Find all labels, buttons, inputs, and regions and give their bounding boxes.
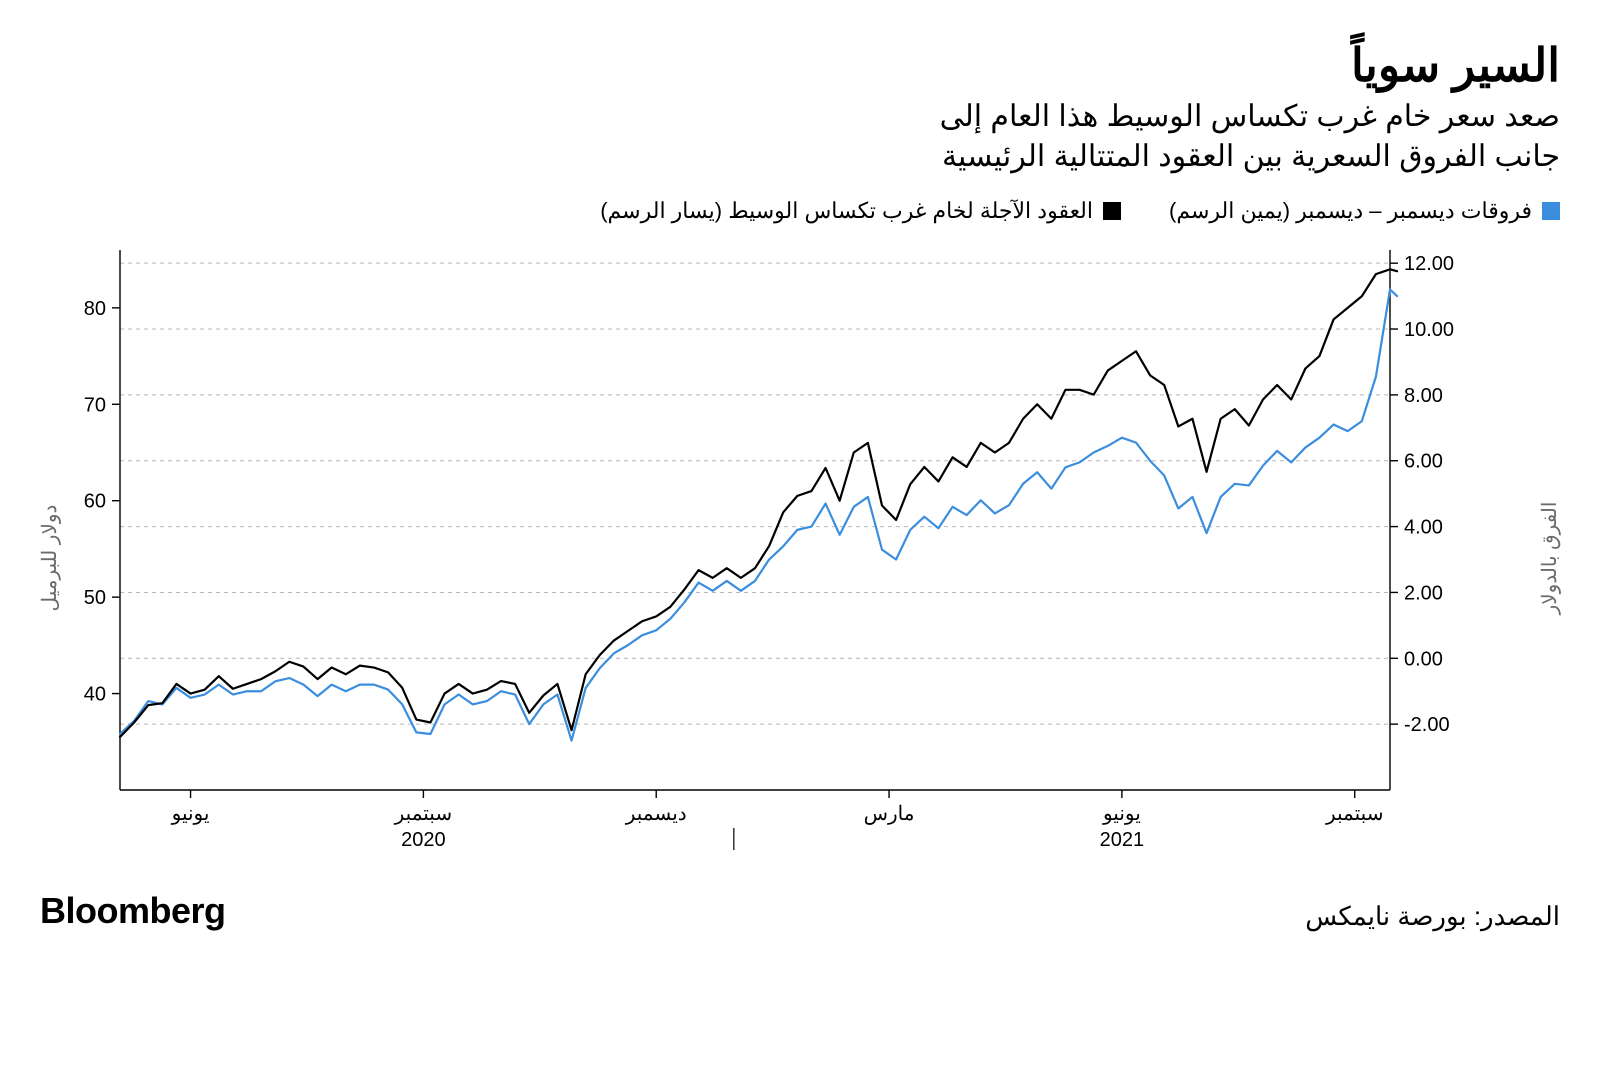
svg-text:6.00: 6.00 [1404,450,1443,472]
y-left-axis-title: دولار للبرميل [38,504,62,611]
legend-item-wti: العقود الآجلة لخام غرب تكساس الوسيط (يسا… [600,198,1121,224]
legend-swatch-spread [1542,202,1560,220]
svg-text:يونيو: يونيو [171,803,210,825]
svg-text:ديسمبر: ديسمبر [625,803,687,825]
svg-text:مارس: مارس [864,803,915,825]
y-right-axis-title: الفرق بالدولار [1538,501,1562,614]
svg-text:12.00: 12.00 [1404,253,1454,275]
legend-label-wti: العقود الآجلة لخام غرب تكساس الوسيط (يسا… [600,198,1093,224]
legend-item-spread: فروقات ديسمبر – ديسمبر (يمين الرسم) [1169,198,1560,224]
brand-label: Bloomberg [40,890,226,932]
svg-text:2020: 2020 [401,829,446,851]
chart-subtitle: صعد سعر خام غرب تكساس الوسيط هذا العام إ… [40,97,1560,178]
legend: العقود الآجلة لخام غرب تكساس الوسيط (يسا… [40,198,1560,224]
footer: Bloomberg المصدر: بورصة نايمكس [40,890,1560,932]
chart-title: السير سوياً [40,40,1560,91]
svg-text:2.00: 2.00 [1404,582,1443,604]
svg-text:8.00: 8.00 [1404,384,1443,406]
svg-text:0.00: 0.00 [1404,648,1443,670]
svg-text:40: 40 [84,683,106,705]
chart-area: دولار للبرميل الفرق بالدولار 40 50 60 70 80 -… [40,238,1560,878]
svg-text:سبتمبر: سبتمبر [1325,803,1383,825]
svg-text:80: 80 [84,297,106,319]
svg-text:2021: 2021 [1100,829,1145,851]
svg-text:50: 50 [84,587,106,609]
svg-text:60: 60 [84,490,106,512]
svg-text:4.00: 4.00 [1404,516,1443,538]
legend-label-spread: فروقات ديسمبر – ديسمبر (يمين الرسم) [1169,198,1532,224]
chart-page: السير سوياً صعد سعر خام غرب تكساس الوسيط… [0,0,1600,1076]
source-label: المصدر: بورصة نايمكس [1305,901,1560,932]
svg-text:-2.00: -2.00 [1404,714,1450,736]
svg-text:10.00: 10.00 [1404,319,1454,341]
svg-text:يونيو: يونيو [1102,803,1141,825]
legend-swatch-wti [1103,202,1121,220]
svg-text:سبتمبر: سبتمبر [394,803,452,825]
svg-text:70: 70 [84,394,106,416]
chart-svg: 40 50 60 70 80 -2.00 0.00 2.00 4.00 6.00 8.00 10.00… [40,238,1480,878]
